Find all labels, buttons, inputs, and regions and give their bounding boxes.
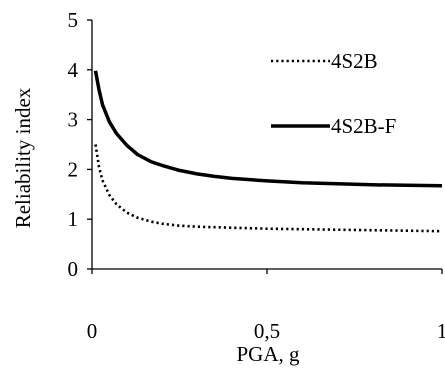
x-tick-label: 1 <box>437 319 445 343</box>
legend-label-4s2b: 4S2B <box>331 49 378 73</box>
x-axis-label: PGA, g <box>236 342 300 366</box>
axes: 0 1 2 3 4 5 0 0,5 1 <box>68 8 445 343</box>
y-axis-label: Reliability index <box>11 87 35 228</box>
y-tick-label: 4 <box>68 58 79 82</box>
x-tick-label: 0 <box>87 319 98 343</box>
legend: 4S2B 4S2B-F <box>271 49 396 138</box>
series-layer <box>93 70 443 233</box>
y-tick-label: 2 <box>68 157 79 181</box>
series-line-4s2b-f <box>93 70 443 188</box>
x-tick-label: 0,5 <box>254 319 280 343</box>
y-tick-label: 1 <box>68 207 79 231</box>
legend-label-4s2b-f: 4S2B-F <box>331 114 396 138</box>
y-tick-label: 3 <box>68 108 79 132</box>
y-tick-label: 0 <box>68 257 79 281</box>
series-line-4s2b <box>94 144 443 233</box>
y-tick-label: 5 <box>68 8 79 32</box>
